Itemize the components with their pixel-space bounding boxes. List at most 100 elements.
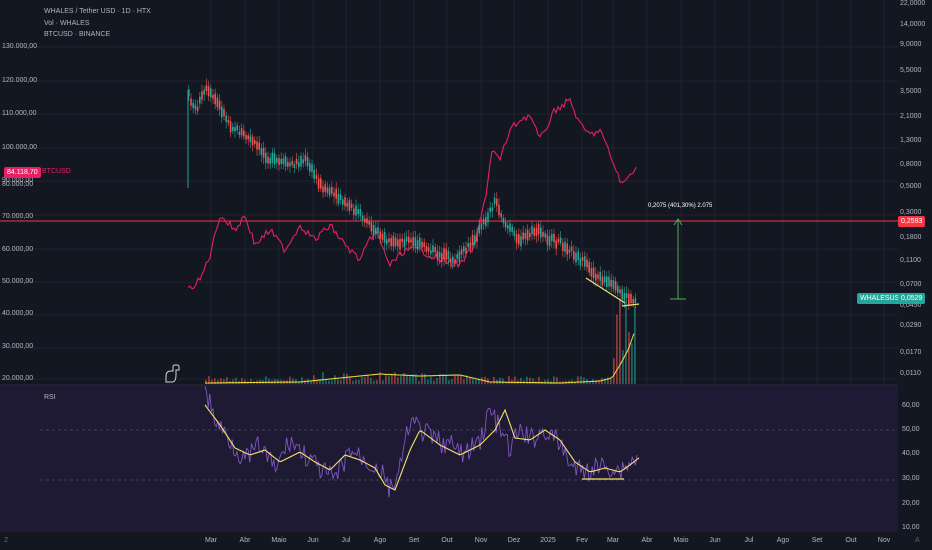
volume-bar — [433, 380, 435, 384]
candle-body — [619, 289, 621, 294]
volume-bar — [625, 301, 627, 384]
left-axis-tick: 90.000,00 — [2, 177, 34, 184]
volume-bar — [355, 379, 357, 384]
volume-bar — [361, 376, 363, 384]
candle-body — [282, 158, 285, 165]
volume-bar — [319, 379, 321, 384]
candle-body — [474, 235, 476, 245]
candle-body — [502, 217, 505, 224]
right-axis-tick: 0,0700 — [900, 281, 922, 288]
candle-body — [368, 221, 370, 225]
candle-body — [328, 187, 331, 196]
rsi-axis-tick: 60,00 — [902, 402, 920, 409]
rsi-pane-title[interactable]: RSI — [44, 394, 56, 401]
volume-bar — [265, 376, 267, 384]
candle-body — [350, 203, 353, 208]
right-axis-tick: 14,0000 — [900, 21, 926, 28]
volume-bar — [274, 379, 276, 384]
volume-bar — [469, 377, 471, 384]
candle-body — [427, 247, 430, 252]
candle-body — [522, 232, 524, 240]
auto-scale-button[interactable]: A — [915, 537, 920, 544]
volume-bar — [454, 375, 456, 384]
volume-bar — [349, 377, 351, 384]
volume-legend[interactable]: Vol · WHALES — [44, 20, 90, 27]
candle-body — [568, 249, 571, 253]
candle-body — [298, 162, 300, 168]
volume-bar — [313, 375, 315, 384]
candle-body — [632, 299, 634, 304]
left-axis-tick: 60.000,00 — [2, 246, 34, 253]
candle-body — [229, 121, 232, 133]
volume-bar — [598, 380, 600, 384]
candle-body — [390, 237, 392, 247]
candle-body — [260, 148, 263, 156]
time-axis-label: Nov — [877, 537, 891, 544]
right-axis-tick: 0,0110 — [900, 370, 921, 377]
time-axis-label: Nov — [474, 537, 488, 544]
volume-bar — [589, 381, 591, 384]
volume-bar — [346, 373, 348, 384]
volume-bar — [298, 381, 300, 384]
zoom-control[interactable]: Z — [4, 537, 9, 544]
candle-body — [537, 224, 540, 235]
candle-body — [331, 186, 333, 194]
candle-body — [531, 225, 533, 235]
candle-body — [617, 285, 619, 293]
candle-body — [234, 127, 236, 132]
candle-body — [254, 140, 256, 144]
candle-body — [588, 261, 590, 273]
candle-body — [564, 241, 566, 252]
candle-body — [386, 239, 388, 245]
volume-bar — [628, 331, 630, 384]
candle-body — [375, 228, 377, 235]
volume-bar — [304, 380, 306, 384]
left-axis-tick: 30.000,00 — [2, 343, 34, 350]
left-axis-tick: 110.000,00 — [2, 110, 37, 117]
volume-bar — [448, 380, 450, 384]
time-axis-label: Jun — [307, 537, 319, 544]
candle-body — [381, 233, 384, 240]
candle-body — [491, 207, 494, 212]
candle-body — [590, 268, 593, 277]
candle-body — [548, 236, 551, 246]
candle-body — [205, 85, 208, 91]
volume-bar — [400, 375, 402, 384]
volume-bar — [460, 374, 462, 384]
candle-body — [496, 198, 498, 206]
candle-body — [394, 237, 397, 246]
candle-body — [518, 234, 520, 245]
right-axis-tick: 9,0000 — [900, 41, 922, 48]
time-axis-label: Dez — [507, 537, 521, 544]
overlay-legend[interactable]: BTCUSD · BINANCE — [44, 31, 111, 38]
right-axis-tick: 1,3000 — [900, 137, 922, 144]
volume-bar — [367, 375, 369, 384]
volume-bar — [457, 375, 459, 384]
price-candles — [187, 78, 637, 311]
candle-body — [238, 131, 241, 136]
candle-body — [392, 235, 395, 247]
candle-body — [577, 251, 579, 261]
candle-body — [346, 203, 348, 207]
candle-body — [562, 242, 564, 252]
time-axis-label: Out — [441, 537, 453, 544]
candle-body — [575, 252, 577, 263]
chart-title[interactable]: WHALES / Tether USD · 1D · HTX — [44, 8, 151, 15]
volume-bar — [577, 376, 579, 384]
dino-icon[interactable] — [165, 364, 180, 383]
candle-body — [342, 199, 344, 205]
candle-body — [465, 247, 467, 254]
volume-bar — [328, 380, 330, 384]
candle-body — [214, 93, 216, 105]
candle-body — [194, 104, 197, 110]
rsi-axis-tick: 30,00 — [902, 475, 920, 482]
candle-body — [227, 119, 230, 124]
candle-body — [520, 236, 522, 247]
candle-body — [469, 242, 472, 250]
candle-body — [540, 227, 542, 238]
price-support-line — [621, 303, 640, 307]
price-divergence-line — [585, 277, 626, 304]
candle-body — [529, 232, 531, 238]
time-axis-label: Jun — [709, 537, 721, 544]
